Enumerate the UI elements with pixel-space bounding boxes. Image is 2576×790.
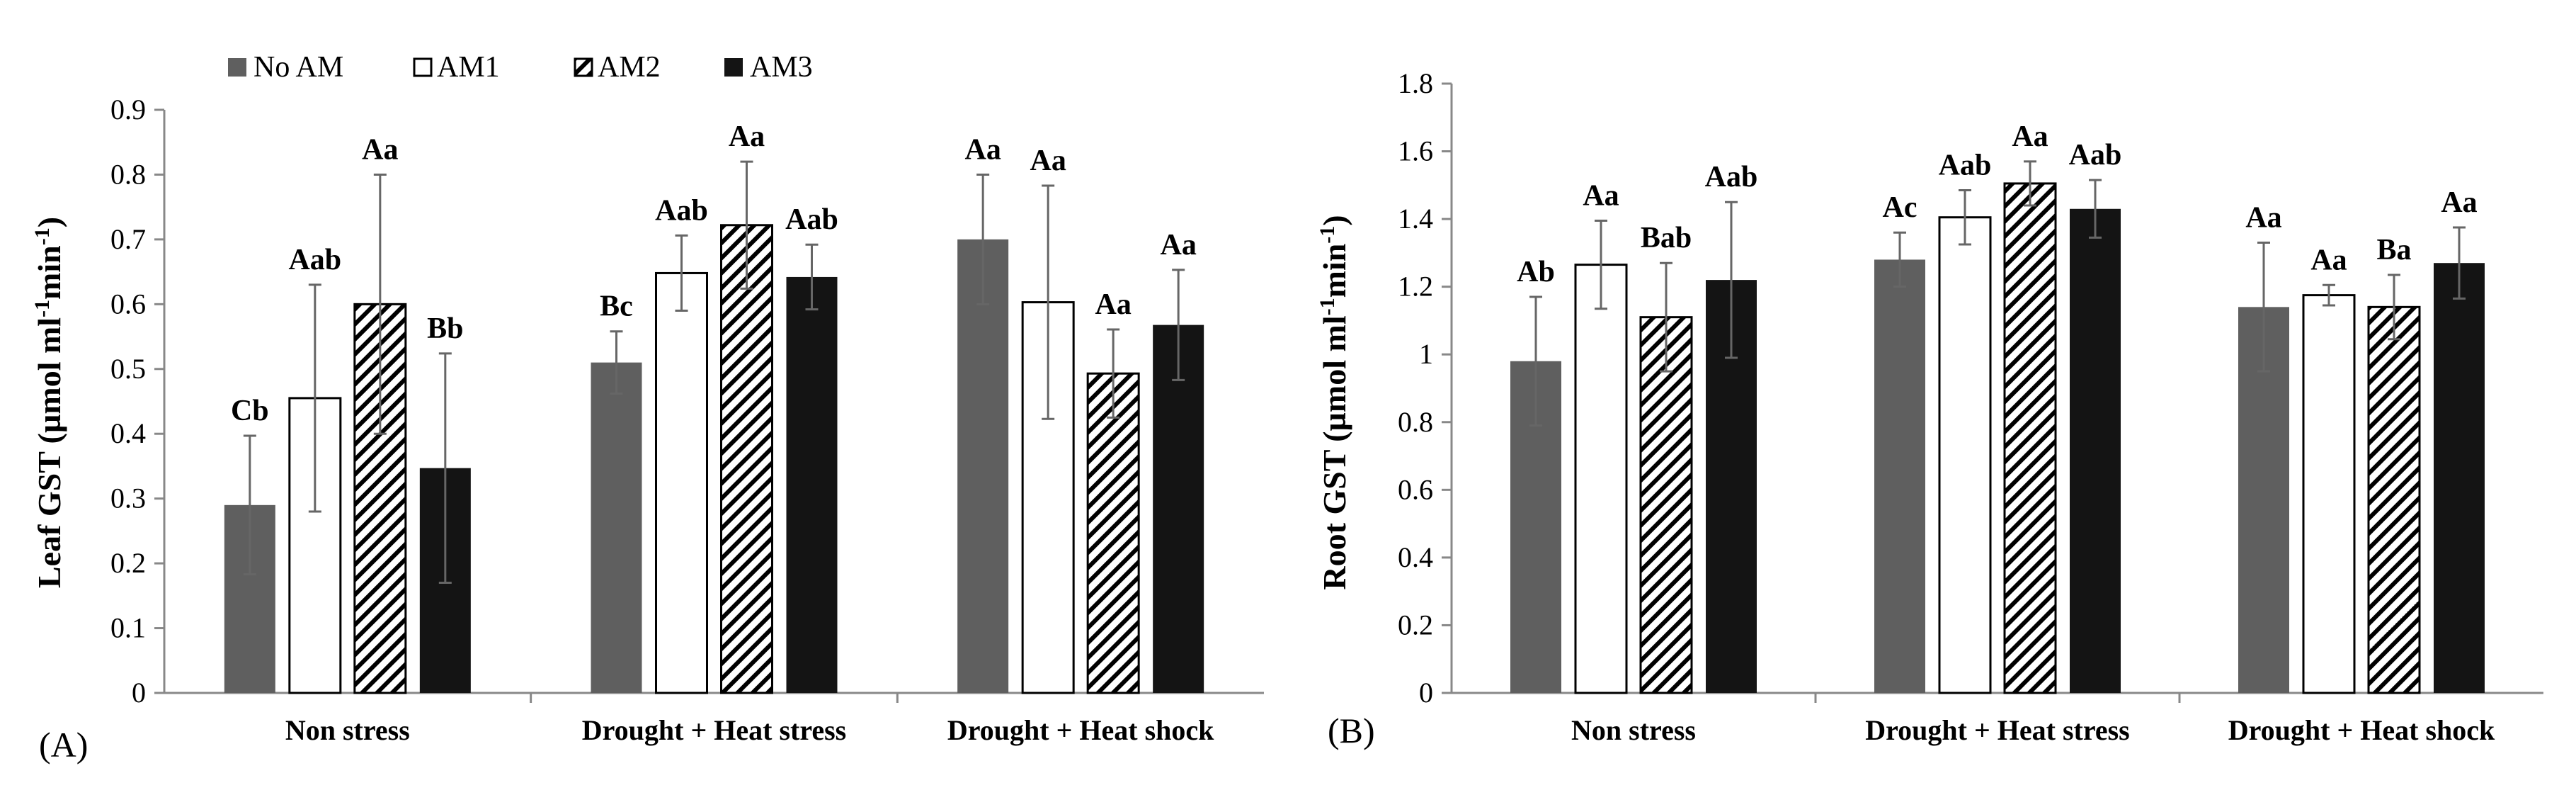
bar-am2 [2367,305,2421,694]
y-tick-label: 1.2 [1398,271,1433,303]
panel-b-y-axis-label: Root GST (µmol ml-1min-1) [1316,215,1352,589]
y-tick-label: 0.4 [110,417,146,449]
panel-b-axes: 0 0.2 0.4 0.6 0.8 1 1.2 1.4 1.6 1.8 Non stress Drou… [1398,67,2543,746]
significance-label: Aab [1939,149,1992,182]
y-tick-label: 1 [1419,338,1433,370]
legend-label-am2: AM2 [598,51,661,84]
bar-am2 [1639,316,1693,694]
panel-a: 0 0.1 0.2 0.3 0.4 0.5 0.6 0.7 0.8 0.9 Non stress Dr… [30,94,1264,764]
legend-item-am2: AM2 [574,51,661,84]
significance-label: Ba [2376,234,2411,266]
significance-label: Bb [427,312,463,345]
bar-am3 [2070,208,2121,693]
significance-label: Aa [1095,288,1131,321]
y-tick-label: 1.8 [1398,67,1433,99]
significance-label: Aa [729,120,765,153]
y-tick-label: 0.7 [110,223,146,255]
panel-b-label: (B) [1328,711,1375,750]
bar-noam [1874,259,1925,693]
significance-label: Aa [362,133,398,166]
bar-noam [591,362,642,693]
y-tick-label: 0 [132,677,146,709]
bar-am2 [1086,372,1140,694]
significance-label: Aa [2012,120,2048,153]
y-tick-label: 0.2 [110,547,146,579]
legend-item-am3: AM3 [724,51,813,84]
x-category-label: Non stress [285,714,410,746]
significance-label: Aab [288,244,341,276]
y-tick-label: 0.4 [1398,541,1433,573]
panel-a-axes: 0 0.1 0.2 0.3 0.4 0.5 0.6 0.7 0.8 0.9 Non stress Dr… [110,94,1264,746]
y-tick-label: 0 [1419,677,1433,709]
significance-label: Aa [964,133,1001,166]
significance-label: Bab [1641,222,1692,254]
x-category-label: Drought + Heat shock [947,714,1214,746]
bar-am3 [2434,263,2485,693]
bar-am1 [1574,264,1628,694]
y-tick-label: 1.4 [1398,203,1433,235]
panel-a-y-axis-label: Leaf GST (µmol ml-1min-1) [30,217,67,588]
significance-label: Aab [1705,161,1758,193]
bar-am1 [1938,216,1992,694]
legend-item-am1: AM1 [413,51,500,84]
x-category-label: Drought + Heat stress [1865,714,2130,746]
panel-b-bars: Ab Aa Bab Aab Ac Aab Aa Aab Aa Aa Ba Aa [1510,120,2485,694]
significance-label: Aa [2310,244,2347,276]
legend-swatch-noam [228,58,246,77]
y-tick-label: 0.8 [1398,406,1433,438]
significance-label: Bc [600,290,633,323]
legend-label-noam: No AM [253,51,343,84]
panel-a-label: (A) [39,725,88,764]
significance-label: Ab [1517,256,1555,288]
legend-swatch-am2 [574,57,593,77]
legend: No AM AM1 AM2 AM3 [228,51,813,84]
y-tick-label: 0.1 [110,612,146,644]
y-tick-label: 0.8 [110,158,146,190]
bar-am2 [2003,182,2057,694]
legend-label-am3: AM3 [750,51,813,84]
significance-label: Aa [1583,180,1619,213]
x-category-label: Non stress [1571,714,1696,746]
x-category-label: Drought + Heat stress [582,714,847,746]
panel-b: 0 0.2 0.4 0.6 0.8 1 1.2 1.4 1.6 1.8 Non stress Drou… [1316,67,2543,750]
y-tick-label: 0.6 [110,288,146,320]
legend-label-am1: AM1 [437,51,500,84]
bar-am3 [786,276,838,694]
significance-label: Aab [785,203,838,236]
y-tick-label: 1.6 [1398,135,1433,167]
significance-label: Aab [655,194,708,227]
significance-label: Aa [1160,229,1196,261]
significance-label: Aa [2441,186,2477,219]
y-tick-label: 0.5 [110,353,146,385]
bar-am1 [655,271,708,694]
bar-am1 [2302,294,2356,694]
significance-label: Cb [231,395,269,427]
significance-label: Aab [2069,139,2122,171]
y-tick-label: 0.3 [110,483,146,514]
y-tick-label: 0.6 [1398,473,1433,505]
bar-am2 [720,224,773,694]
significance-label: Aa [1030,145,1066,177]
legend-item-noam: No AM [228,51,343,84]
bar-am3 [1153,325,1204,693]
x-category-label: Drought + Heat shock [2228,714,2495,746]
legend-swatch-am1 [413,57,433,77]
bar-noam [957,239,1009,693]
y-tick-label: 0.2 [1398,609,1433,641]
y-tick-label: 0.9 [110,94,146,125]
significance-label: Aa [2245,202,2281,235]
legend-swatch-am3 [724,58,743,77]
significance-label: Ac [1883,191,1917,224]
panel-a-bars: Cb Aab Aa Bb Bc Aab Aa Aab Aa Aa Aa Aa [224,120,1204,694]
